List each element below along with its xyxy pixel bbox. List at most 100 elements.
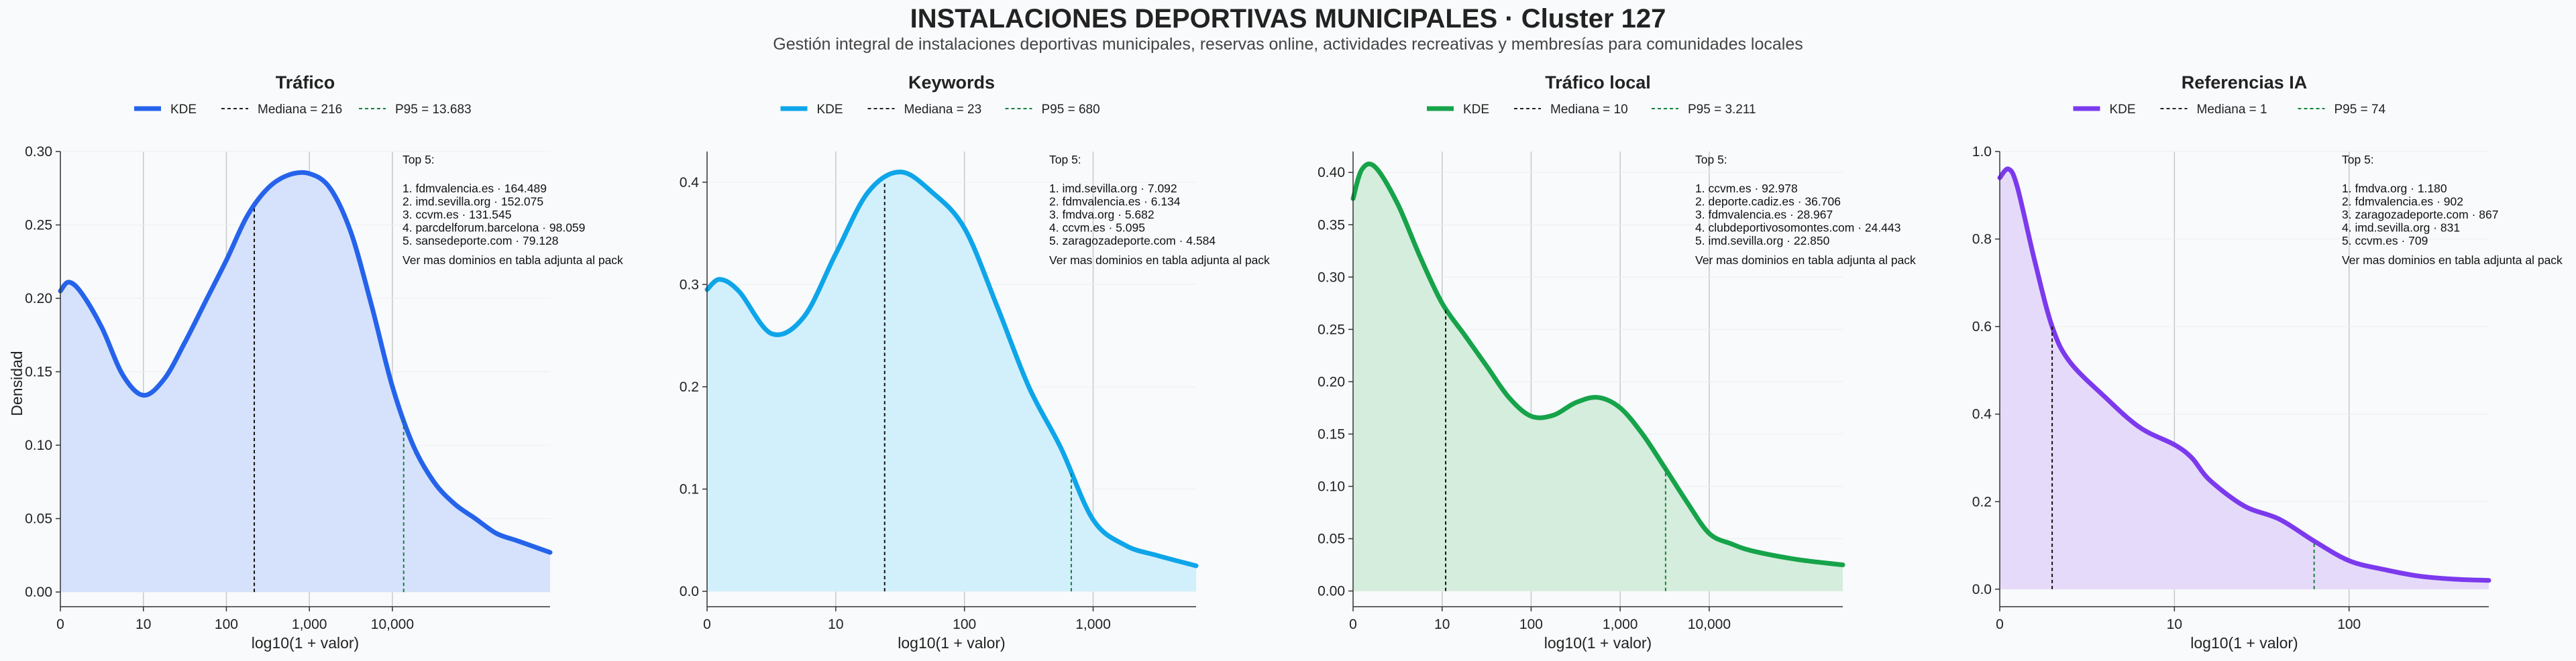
y-tick-label: 0.1: [680, 482, 699, 497]
legend-median-label: Mediana = 23: [904, 103, 982, 117]
legend-kde-label: KDE: [817, 103, 843, 117]
x-tick-label: 1,000: [292, 617, 327, 632]
x-tick-label: 10,000: [1688, 617, 1731, 632]
top5-item: 1. imd.sevilla.org · 7.092: [1049, 182, 1177, 195]
y-tick-label: 0.20: [25, 291, 52, 306]
chart-panel: Keywords KDE Mediana = 23 P95 = 680 0.0 0.1 0.…: [680, 72, 1270, 652]
legend-p95-label: P95 = 680: [1042, 103, 1100, 117]
y-tick-label: 0.3: [680, 277, 699, 292]
top5-item: 5. imd.sevilla.org · 22.850: [1695, 234, 1830, 247]
top5-footer: Ver mas dominios en tabla adjunta al pac…: [1695, 253, 1916, 267]
x-tick-label: 0: [1349, 617, 1357, 632]
x-tick-label: 0: [56, 617, 64, 632]
x-tick-label: 100: [2337, 617, 2361, 632]
legend-kde-label: KDE: [170, 103, 197, 117]
legend-median-label: Mediana = 1: [2197, 103, 2267, 117]
y-tick-label: 0.2: [1972, 494, 1992, 509]
y-tick-label: 0.15: [25, 365, 52, 380]
y-tick-label: 0.10: [25, 438, 52, 453]
top5-item: 5. sansedeporte.com · 79.128: [402, 234, 559, 247]
chart-legend: KDE Mediana = 10 P95 = 3.211: [1427, 103, 1756, 117]
top5-item: 4. imd.sevilla.org · 831: [2342, 221, 2460, 235]
y-tick-label: 1.0: [1972, 144, 1992, 160]
top5-footer: Ver mas dominios en tabla adjunta al pac…: [402, 253, 623, 267]
y-tick-label: 0.8: [1972, 232, 1992, 247]
top5-item: 2. deporte.cadiz.es · 36.706: [1695, 195, 1841, 208]
y-tick-label: 0.0: [680, 584, 699, 599]
x-axis-label: log10(1 + valor): [2190, 634, 2298, 652]
kde-line: [1997, 166, 2491, 583]
x-tick-label: 100: [215, 617, 238, 632]
x-tick-label: 0: [1996, 617, 2004, 632]
y-tick-label: 0.4: [1972, 407, 1992, 422]
top5-footer: Ver mas dominios en tabla adjunta al pac…: [2342, 253, 2563, 267]
top5-item: 1. ccvm.es · 92.978: [1695, 182, 1798, 195]
top5-header: Top 5:: [1695, 153, 1727, 166]
legend-p95-label: P95 = 74: [2334, 103, 2386, 117]
y-tick-label: 0.6: [1972, 319, 1992, 335]
y-tick-label: 0.00: [1318, 584, 1345, 599]
kde-line: [704, 170, 1199, 568]
y-tick-label: 0.20: [1318, 374, 1345, 389]
y-tick-label: 0.15: [1318, 426, 1345, 442]
legend-kde-label: KDE: [1463, 103, 1489, 117]
top5-item: 5. ccvm.es · 709: [2342, 234, 2428, 247]
legend-median-label: Mediana = 10: [1550, 103, 1628, 117]
x-tick-label: 10: [2167, 617, 2182, 632]
top5-item: 3. fdmvalencia.es · 28.967: [1695, 208, 1833, 221]
x-tick-label: 10: [136, 617, 151, 632]
chart-legend: KDE Mediana = 216 P95 = 13.683: [134, 103, 472, 117]
y-axis-label: Densidad: [8, 351, 25, 416]
y-tick-label: 0.30: [25, 144, 52, 160]
kde-area: [707, 172, 1196, 592]
x-axis-label: log10(1 + valor): [252, 634, 359, 652]
x-tick-label: 10: [1434, 617, 1450, 632]
top5-item: 4. parcdelforum.barcelona · 98.059: [402, 221, 585, 235]
chart-title: Tráfico: [276, 72, 335, 93]
y-tick-label: 0.35: [1318, 217, 1345, 233]
top5-item: 2. imd.sevilla.org · 152.075: [402, 195, 543, 208]
y-tick-label: 0.10: [1318, 479, 1345, 494]
top5-item: 4. clubdeportivosomontes.com · 24.443: [1695, 221, 1900, 235]
legend-kde-label: KDE: [2110, 103, 2136, 117]
x-tick-label: 100: [1519, 617, 1543, 632]
top5-item: 2. fdmvalencia.es · 6.134: [1049, 195, 1181, 208]
top5-item: 3. fmdva.org · 5.682: [1049, 208, 1155, 221]
x-axis-label: log10(1 + valor): [898, 634, 1005, 652]
top5-item: 4. ccvm.es · 5.095: [1049, 221, 1145, 235]
top5-header: Top 5:: [402, 153, 435, 166]
chart-panel: Referencias IA KDE Mediana = 1 P95 = 74 0.0 0…: [1972, 72, 2563, 652]
top5-item: 3. zaragozadeporte.com · 867: [2342, 208, 2498, 221]
x-tick-label: 1,000: [1075, 617, 1111, 632]
page-subtitle: Gestión integral de instalaciones deport…: [773, 35, 1803, 54]
y-tick-label: 0.30: [1318, 269, 1345, 285]
legend-median-label: Mediana = 216: [258, 103, 342, 117]
page-title: INSTALACIONES DEPORTIVAS MUNICIPALES · C…: [910, 4, 1666, 34]
chart-panel: Tráfico local KDE Mediana = 10 P95 = 3.211 0…: [1318, 72, 1916, 652]
y-tick-label: 0.0: [1972, 582, 1992, 597]
x-tick-label: 1,000: [1603, 617, 1638, 632]
legend-p95-label: P95 = 13.683: [395, 103, 472, 117]
top5-item: 1. fdmvalencia.es · 164.489: [402, 182, 547, 195]
top5-item: 5. zaragozadeporte.com · 4.584: [1049, 234, 1216, 247]
top5-header: Top 5:: [1049, 153, 1081, 166]
x-tick-label: 10: [828, 617, 843, 632]
kde-area: [1353, 164, 1843, 591]
legend-p95-label: P95 = 3.211: [1688, 103, 1756, 117]
top5-item: 3. ccvm.es · 131.545: [402, 208, 511, 221]
kde-area: [2000, 168, 2489, 589]
chart-title: Referencias IA: [2182, 72, 2308, 93]
kde-line: [1350, 162, 1845, 568]
y-tick-label: 0.25: [25, 218, 52, 233]
kde-line: [58, 170, 553, 555]
y-tick-label: 0.05: [25, 512, 52, 527]
chart-legend: KDE Mediana = 1 P95 = 74: [2073, 103, 2386, 117]
chart-legend: KDE Mediana = 23 P95 = 680: [780, 103, 1100, 117]
kde-area: [60, 172, 550, 593]
chart-title: Tráfico local: [1545, 72, 1651, 93]
